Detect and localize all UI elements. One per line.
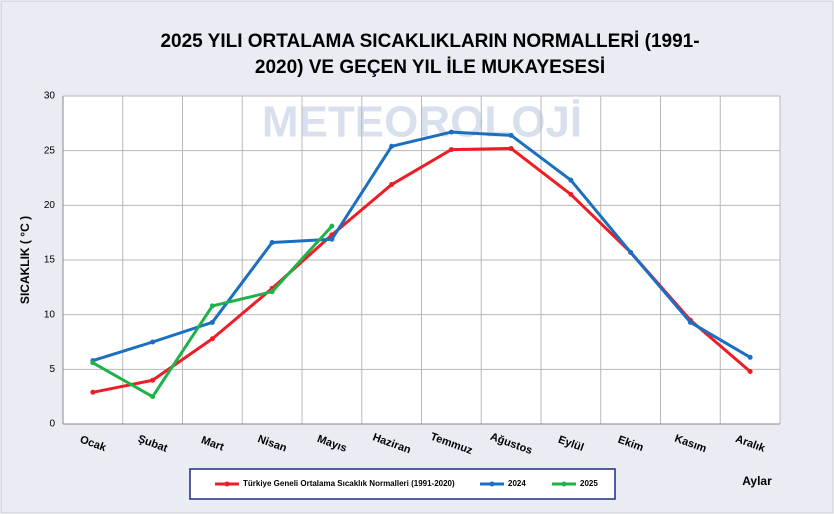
data-point: [209, 319, 215, 325]
legend-label: Türkiye Geneli Ortalama Sıcaklık Normall…: [243, 479, 455, 488]
data-point: [448, 147, 454, 153]
data-point: [568, 177, 574, 183]
data-point: [628, 249, 634, 255]
legend-marker: [224, 481, 230, 487]
data-point: [150, 339, 156, 345]
data-point: [747, 369, 753, 375]
y-axis-label: SICAKLIK ( °C ): [18, 216, 32, 304]
data-point: [687, 319, 693, 325]
series-line: [92, 130, 751, 363]
data-point: [90, 389, 96, 395]
data-point: [508, 132, 514, 138]
chart-title: 2025 YILI ORTALAMA SICAKLIKLARIN NORMALL…: [160, 31, 699, 52]
legend-marker: [561, 481, 567, 487]
data-point: [90, 360, 96, 366]
data-point: [269, 289, 275, 295]
chart-title: 2020) VE GEÇEN YIL İLE MUKAYESESİ: [255, 57, 605, 78]
data-point: [448, 129, 454, 135]
y-tick-label: 0: [49, 419, 55, 430]
data-point: [150, 394, 156, 400]
data-point: [568, 191, 574, 197]
y-tick-label: 15: [44, 255, 56, 266]
data-point: [389, 143, 395, 149]
data-point: [329, 236, 335, 242]
data-point: [209, 336, 215, 342]
y-tick-label: 30: [44, 91, 56, 102]
legend-label: 2024: [508, 479, 526, 488]
legend: [189, 468, 616, 500]
y-tick-label: 10: [44, 309, 56, 320]
y-tick-label: 20: [44, 200, 56, 211]
data-point: [747, 354, 753, 360]
data-point: [389, 182, 395, 188]
data-point: [150, 377, 156, 383]
data-point: [209, 303, 215, 309]
y-tick-label: 5: [49, 364, 55, 375]
y-tick-label: 25: [44, 145, 56, 156]
data-point: [508, 145, 514, 151]
data-point: [329, 223, 335, 229]
legend-marker: [489, 481, 495, 487]
data-point: [269, 240, 275, 246]
x-axis-label: Aylar: [742, 474, 772, 488]
legend-label: 2025: [580, 479, 598, 488]
